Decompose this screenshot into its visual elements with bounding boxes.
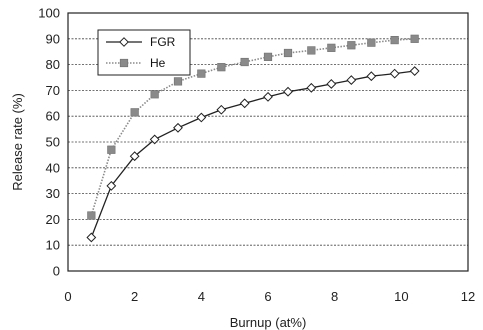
data-point-he [197, 69, 206, 78]
data-point-he [107, 145, 116, 154]
data-point-fgr [216, 104, 227, 115]
tick-labels: 0 10 20 30 40 50 60 70 80 90 100 0 2 4 6 8 10 12 [38, 6, 475, 305]
data-point-he [327, 43, 336, 52]
data-point-he [263, 52, 273, 61]
legend: FGR He [97, 29, 191, 76]
legend-he-marker [119, 58, 129, 68]
data-point-fgr [129, 151, 140, 162]
data-point-he [240, 57, 249, 67]
legend-fgr-sample [106, 37, 142, 47]
legend-he-sample [106, 58, 142, 68]
y-tick-label: 0 [53, 264, 60, 279]
y-tick-label: 100 [38, 6, 60, 21]
y-tick-label: 80 [46, 57, 60, 72]
data-point-fgr [106, 180, 117, 191]
x-tick-label: 4 [198, 289, 205, 304]
data-point-he [410, 34, 419, 43]
legend-label-fgr: FGR [150, 35, 176, 49]
data-point-he [130, 108, 139, 117]
y-tick-label: 40 [46, 160, 60, 175]
series-he [87, 34, 419, 220]
data-series [86, 34, 420, 243]
x-tick-label: 12 [461, 289, 475, 304]
y-tick-label: 20 [46, 212, 60, 227]
y-tick-label: 70 [46, 83, 60, 98]
data-point-fgr [409, 66, 420, 76]
y-tick-label: 60 [46, 109, 60, 124]
series-line-he [90, 38, 415, 216]
data-point-fgr [149, 134, 160, 145]
data-point-fgr [196, 112, 207, 123]
data-point-he [150, 90, 159, 99]
data-point-he [217, 63, 226, 72]
x-tick-label: 10 [394, 289, 408, 304]
data-point-fgr [389, 68, 400, 79]
data-point-fgr [366, 71, 377, 82]
data-point-fgr [306, 82, 317, 93]
legend-box [97, 29, 191, 76]
x-tick-label: 8 [331, 289, 338, 304]
data-point-fgr [283, 86, 293, 97]
y-tick-label: 50 [46, 135, 60, 150]
x-tick-label: 2 [131, 289, 138, 304]
data-point-fgr [263, 91, 273, 102]
data-point-he [87, 211, 96, 220]
series-line-fgr [90, 70, 415, 238]
x-tick-label: 0 [64, 289, 71, 304]
data-point-fgr [86, 232, 97, 243]
x-tick-label: 6 [264, 289, 271, 304]
y-tick-label: 30 [46, 186, 60, 201]
data-point-fgr [346, 75, 357, 85]
data-point-he [173, 77, 183, 86]
data-point-he [283, 48, 293, 58]
legend-label-he: He [150, 56, 166, 70]
axes [67, 12, 469, 272]
y-axis-title: Release rate (%) [10, 93, 25, 191]
data-point-fgr [239, 98, 250, 109]
data-point-he [390, 35, 399, 45]
x-axis-title: Burnup (at%) [230, 315, 307, 330]
data-point-fgr [173, 122, 183, 133]
series-fgr [86, 66, 420, 243]
data-point-fgr [326, 79, 337, 89]
data-point-he [347, 41, 356, 50]
data-point-he [307, 46, 316, 55]
plot-frame [67, 12, 469, 272]
y-tick-label: 10 [46, 238, 60, 253]
legend-fgr-marker [119, 37, 129, 47]
y-tick-label: 90 [46, 31, 60, 46]
data-point-he [367, 38, 376, 47]
